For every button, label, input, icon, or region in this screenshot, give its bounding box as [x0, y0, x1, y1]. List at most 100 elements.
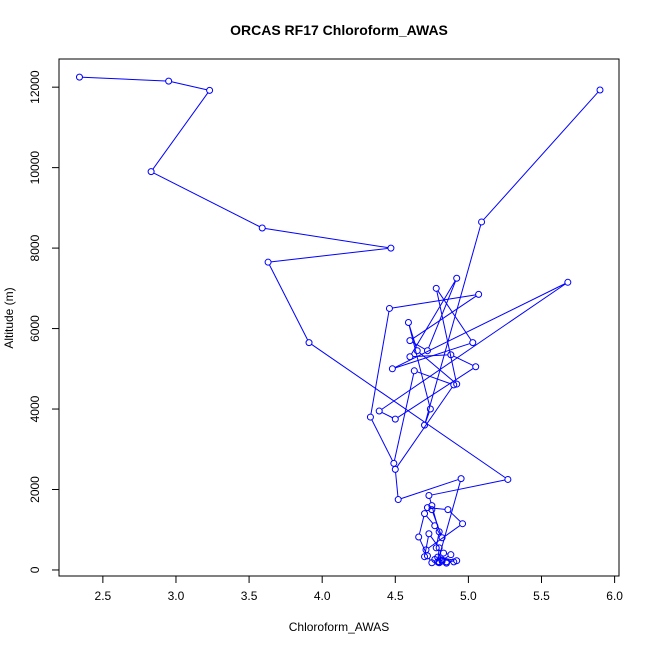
data-point — [264, 258, 272, 266]
series-line-segment — [393, 373, 415, 461]
data-point — [428, 506, 436, 514]
data-point — [432, 544, 440, 552]
data-point — [435, 544, 443, 552]
data-point — [475, 290, 483, 298]
chart-title: ORCAS RF17 Chloroform_AWAS — [230, 22, 448, 38]
series-line-segment — [152, 92, 209, 170]
data-point — [406, 337, 414, 345]
series-line-segment — [269, 264, 309, 341]
x-tick-label: 4.0 — [314, 589, 331, 603]
series-line-segment — [429, 498, 432, 503]
series-line-segment — [419, 352, 455, 383]
data-point — [413, 347, 421, 355]
series-line-segment — [412, 295, 477, 340]
series-line-segment — [436, 291, 457, 382]
data-point — [450, 381, 458, 389]
series-line-segment — [424, 224, 482, 423]
data-point — [394, 496, 402, 504]
data-point — [453, 380, 461, 388]
data-point — [375, 407, 383, 415]
data-point — [391, 465, 399, 473]
data-point — [422, 546, 430, 554]
x-tick-label: 5.5 — [533, 589, 550, 603]
y-tick-label: 4000 — [28, 395, 42, 422]
series-line-segment — [416, 371, 452, 385]
x-tick-label: 4.5 — [387, 589, 404, 603]
data-point — [75, 73, 83, 81]
data-point — [406, 353, 414, 361]
x-tick-label: 2.5 — [95, 589, 112, 603]
series-line-segment — [396, 387, 453, 468]
data-point — [425, 530, 433, 538]
data-point — [147, 168, 155, 176]
y-tick-label: 8000 — [28, 234, 42, 261]
data-point — [206, 86, 214, 94]
data-point — [478, 218, 486, 226]
data-point — [444, 506, 452, 514]
data-point — [442, 559, 450, 567]
x-axis-label: Chloroform_AWAS — [289, 620, 389, 634]
series-line-segment — [395, 343, 471, 369]
data-point — [426, 405, 434, 413]
series-line-segment — [418, 516, 425, 535]
plot-area-frame — [58, 58, 620, 577]
y-axis-label: Altitude (m) — [2, 287, 16, 348]
y-tick-label: 6000 — [28, 315, 42, 342]
series-line-segment — [424, 536, 429, 554]
data-point — [428, 502, 436, 510]
data-point — [425, 492, 433, 500]
data-point — [434, 558, 442, 566]
data-point — [421, 510, 429, 518]
data-point — [435, 528, 443, 536]
series-line-segment — [370, 311, 390, 415]
series-line-segment — [271, 247, 388, 263]
data-point — [385, 304, 393, 312]
y-tick-label: 10000 — [28, 151, 42, 185]
series-line-segment — [426, 515, 434, 524]
data-point — [564, 278, 572, 286]
data-point — [423, 504, 431, 512]
x-tick-label: 3.0 — [168, 589, 185, 603]
data-point — [447, 351, 455, 359]
data-point — [258, 224, 266, 232]
data-point — [366, 413, 374, 421]
data-point — [440, 549, 448, 557]
y-tick-label: 0 — [28, 566, 42, 573]
data-point — [459, 520, 467, 528]
series-line-segment — [397, 368, 474, 418]
data-point — [387, 244, 395, 252]
data-point — [421, 421, 429, 429]
x-tick-label: 6.0 — [606, 589, 623, 603]
data-point — [450, 558, 458, 566]
data-point — [404, 319, 412, 327]
series-line-segment — [400, 479, 459, 500]
series-line-segment — [394, 283, 566, 368]
data-point — [432, 284, 440, 292]
data-point — [410, 367, 418, 375]
data-point — [390, 459, 398, 467]
series-line-segment — [449, 560, 454, 563]
y-axis: 0 2000 4000 6000 8000 10000 12000 — [28, 70, 59, 573]
data-point — [391, 415, 399, 423]
data-point — [596, 86, 604, 94]
series-line-segment — [381, 411, 393, 419]
data-point — [469, 339, 477, 347]
data-point — [447, 551, 455, 559]
series-lines — [82, 76, 599, 564]
series-line-segment — [453, 355, 474, 366]
series-line-segment — [431, 479, 506, 496]
x-axis: 2.5 3.0 3.5 4.0 4.5 5.0 5.5 6.0 — [95, 576, 623, 603]
data-point — [421, 553, 429, 561]
series-line-segment — [411, 280, 456, 355]
series-line-segment — [381, 283, 566, 410]
data-point — [165, 77, 173, 85]
series-points — [75, 73, 604, 567]
data-point — [415, 533, 423, 541]
series-line-segment — [82, 76, 166, 82]
data-point — [457, 475, 465, 483]
x-tick-label: 5.0 — [460, 589, 477, 603]
series-line-segment — [437, 290, 472, 341]
series-line-segment — [392, 294, 476, 309]
y-tick-label: 2000 — [28, 476, 42, 503]
